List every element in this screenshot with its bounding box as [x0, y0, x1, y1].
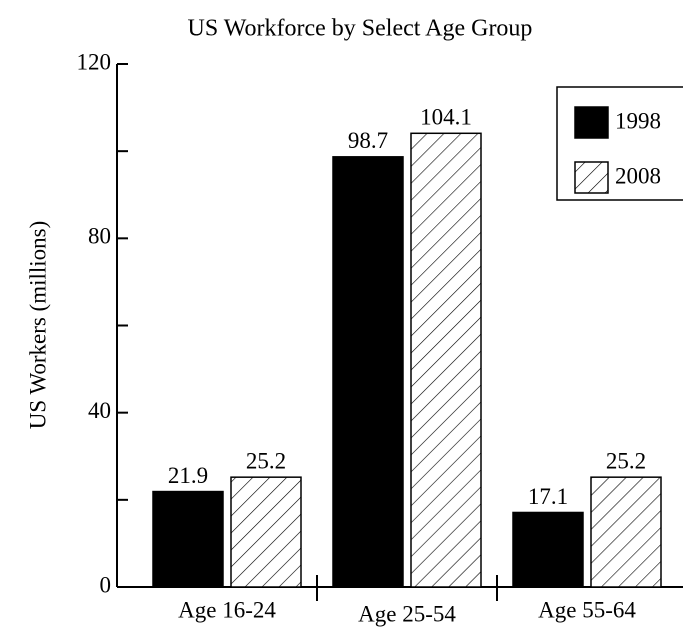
bar — [152, 490, 224, 588]
chart-title: US Workforce by Select Age Group — [188, 16, 533, 42]
x-tick-label: Age 25-54 — [358, 601, 456, 626]
bar — [590, 476, 662, 588]
value-label: 25.2 — [246, 448, 286, 473]
value-label: 21.9 — [168, 463, 208, 488]
legend-label: 2008 — [615, 163, 661, 188]
legend-swatch — [574, 161, 609, 194]
value-label: 25.2 — [606, 448, 646, 473]
y-tick-label: 40 — [88, 398, 111, 423]
legend-swatch — [574, 106, 609, 139]
x-tick-label: Age 55-64 — [538, 597, 636, 622]
bar — [512, 511, 584, 588]
bar — [230, 476, 302, 588]
value-label: 98.7 — [348, 128, 388, 153]
value-label: 104.1 — [420, 105, 472, 130]
bar — [332, 156, 404, 588]
y-tick-label: 120 — [77, 49, 112, 74]
legend-label: 1998 — [615, 108, 661, 133]
y-tick-label: 80 — [88, 224, 111, 249]
y-axis-label: US Workers (millions) — [25, 221, 50, 430]
x-tick-label: Age 16-24 — [178, 597, 276, 622]
value-label: 17.1 — [528, 484, 568, 509]
bar — [410, 132, 482, 588]
y-tick-label: 0 — [100, 572, 112, 597]
